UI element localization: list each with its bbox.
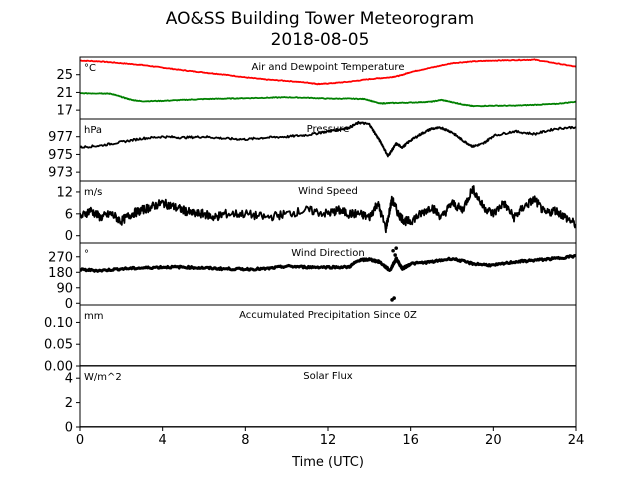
precip-panel-title: Accumulated Precipitation Since 0Z (239, 310, 417, 321)
wind_direction-ytick-label-1: 90 (56, 281, 73, 296)
pressure-panel-title: Pressure (307, 124, 350, 135)
solar-panel-title: Solar Flux (303, 371, 353, 382)
wind_direction-unit-label: ° (84, 249, 89, 260)
x-axis-label: Time (UTC) (291, 455, 364, 470)
solar-ytick-label-2: 4 (65, 372, 73, 387)
temp-series-0 (80, 58, 576, 86)
precip-unit-label: mm (84, 311, 103, 322)
wind_speed-panel-title: Wind Speed (298, 186, 358, 197)
precip-ytick-label-0: 0.00 (44, 360, 73, 375)
temp-ytick-label-1: 21 (56, 86, 73, 101)
figure-title: AO&SS Building Tower Meteorogram (166, 9, 474, 29)
temp-panel-title: Air and Dewpoint Temperature (252, 62, 405, 73)
temp-unit-label: °C (84, 63, 96, 74)
panel-solar: 0 2 4 W/m^2 Solar Flux (65, 365, 577, 436)
x-tick-label-4: 16 (402, 433, 419, 448)
wind_direction-point-4 (391, 248, 395, 253)
x-tick-label-1: 4 (159, 433, 167, 448)
wind_direction-series-0 (80, 254, 576, 273)
pressure-ytick-label-2: 977 (48, 130, 73, 145)
wind_direction-point-2 (393, 253, 397, 257)
x-axis: 0 4 8 12 16 20 24 (76, 427, 584, 448)
panel-temp: 17 21 25 °C Air and Dewpoint Temperature (56, 56, 577, 120)
wind_direction-point-3 (394, 246, 399, 250)
figure-subtitle: 2018-08-05 (271, 30, 370, 50)
panel-precip: 0.00 0.05 0.10 mm Accumulated Precipitation … (44, 304, 577, 375)
panel-pressure: 973 975 977 hPa Pressure (48, 118, 577, 182)
wind_speed-series-0 (80, 185, 576, 234)
solar-ytick-label-1: 2 (65, 396, 73, 411)
precip-ytick-label-1: 0.05 (44, 338, 73, 353)
temp-ytick-label-2: 25 (56, 68, 73, 83)
wind_direction-ytick-label-2: 180 (48, 266, 73, 281)
x-tick-label-6: 24 (568, 433, 585, 448)
wind_direction-ytick-label-0: 0 (65, 297, 73, 312)
solar-ytick-label-0: 0 (65, 421, 73, 436)
panel-wind_speed: 0 6 12 m/s Wind Speed (56, 180, 577, 244)
solar-unit-label: W/m^2 (84, 372, 122, 383)
x-tick-label-5: 20 (485, 433, 502, 448)
pressure-ytick-label-0: 973 (48, 166, 73, 181)
pressure-series-0 (80, 120, 576, 158)
wind_direction-panel-title: Wind Direction (291, 248, 365, 259)
wind_direction-ytick-label-3: 270 (48, 250, 73, 265)
pressure-unit-label: hPa (84, 125, 102, 136)
wind_speed-ytick-label-1: 6 (65, 207, 73, 222)
wind_speed-ytick-label-2: 12 (56, 185, 73, 200)
precip-ytick-label-2: 0.10 (44, 316, 73, 331)
x-tick-label-0: 0 (76, 433, 84, 448)
pressure-ytick-label-1: 975 (48, 148, 73, 163)
wind_speed-unit-label: m/s (84, 187, 102, 198)
wind_direction-point-1 (392, 296, 396, 300)
x-tick-label-3: 12 (320, 433, 337, 448)
temp-ytick-label-0: 17 (56, 104, 73, 119)
wind_speed-ytick-label-0: 0 (65, 229, 73, 244)
x-tick-label-2: 8 (241, 433, 249, 448)
temp-series-1 (80, 92, 576, 108)
